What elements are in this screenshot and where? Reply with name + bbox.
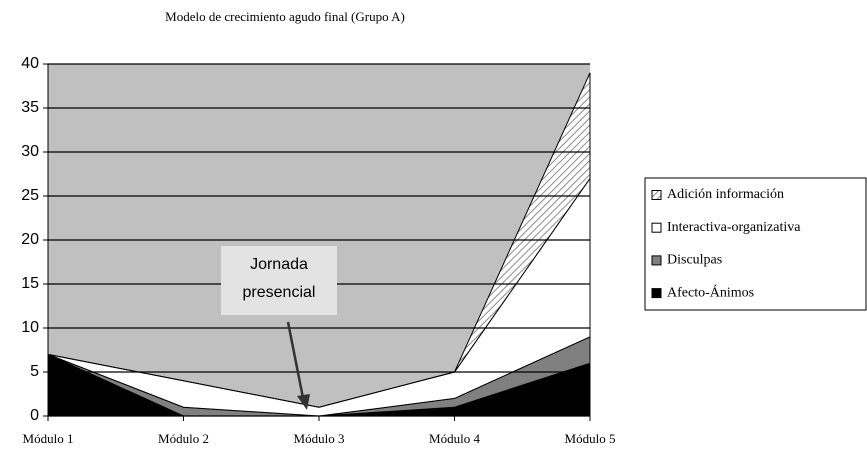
legend-swatch: [651, 190, 662, 200]
x-tick-label: Módulo 3: [294, 431, 345, 446]
legend-label: Disculpas: [667, 253, 722, 268]
arrow-head: [297, 394, 310, 410]
legend-label: Afecto-Ánimos: [667, 283, 754, 300]
y-tick-label: 30: [21, 143, 39, 160]
legend-swatch: [651, 255, 662, 266]
area: [47, 72, 591, 408]
legend-swatch: [651, 222, 662, 233]
y-tick-label: 5: [30, 363, 39, 380]
legend-swatch: [651, 288, 662, 299]
y-tick-label: 15: [21, 275, 39, 292]
annotation-text: presencial: [243, 284, 316, 301]
y-tick-label: 10: [21, 319, 39, 336]
legend-box: [644, 177, 867, 311]
chart-title: Modelo de crecimiento agudo final (Grupo…: [165, 9, 405, 24]
y-tick-label: 25: [21, 187, 39, 204]
x-tick-label: Módulo 5: [565, 431, 616, 446]
y-tick-label: 40: [21, 55, 39, 72]
legend-label: Adición información: [667, 187, 784, 202]
annotation-arrow: [286, 321, 305, 399]
x-tick-label: Módulo 4: [429, 431, 480, 446]
x-tick-label: Módulo 1: [23, 431, 74, 446]
x-tick-label: Módulo 2: [158, 431, 209, 446]
y-tick-label: 20: [21, 231, 39, 248]
legend-label: Interactiva-organizativa: [667, 220, 801, 235]
y-tick-label: 35: [21, 99, 39, 116]
legend: Adición información Interactiva-organizat…: [644, 177, 867, 311]
annotation-text: Jornada: [250, 256, 308, 273]
annotation-box: [221, 246, 337, 315]
y-tick-label: 0: [30, 407, 39, 424]
